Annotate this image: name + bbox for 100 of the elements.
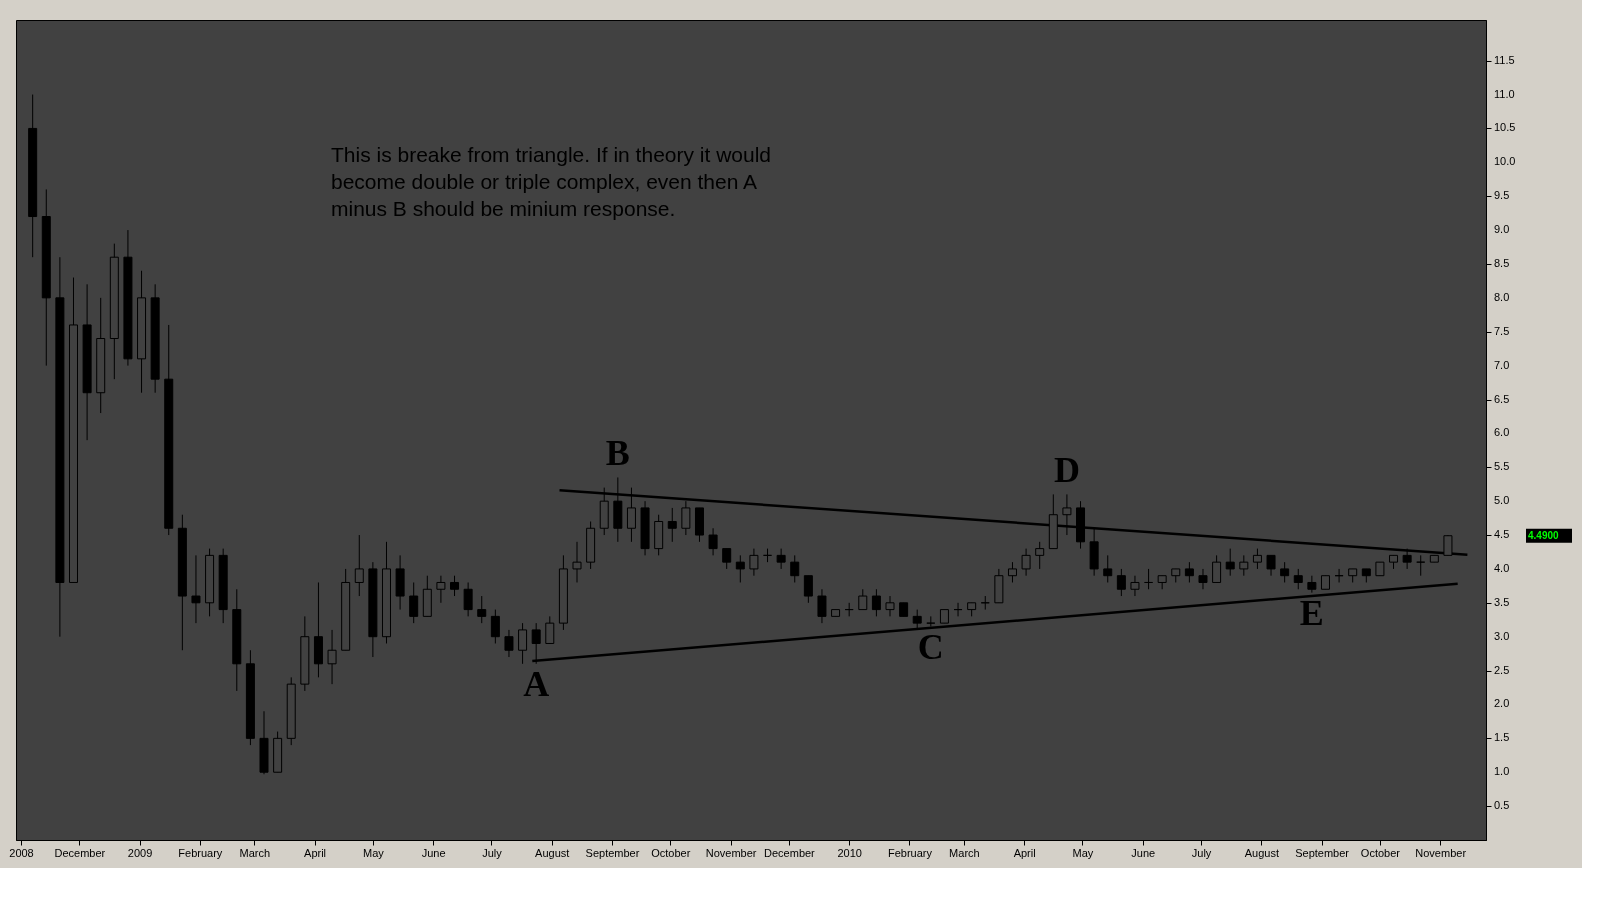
candlestick [1225,548,1235,577]
x-tick-label: July [1191,846,1212,859]
y-tick-label: 1.5 [1494,731,1510,744]
candlestick [1062,493,1072,536]
annotation: B [605,433,630,474]
candlestick [545,615,555,644]
candlestick [354,534,364,597]
y-tick-label: 10.5 [1494,121,1516,134]
annotation: This is breake from triangle. If in theory it would become double or triple complex, even then A minus B should be minium response. [331,143,772,220]
candlestick [1266,554,1276,577]
y-tick-label: 5.5 [1494,460,1510,473]
candlestick [1307,575,1317,594]
annotation: E [1299,592,1324,633]
candlestick [1103,554,1113,583]
y-tick-label: 9.5 [1494,189,1510,202]
candlestick [1130,575,1140,597]
y-tick-label: 3.0 [1494,629,1510,642]
x-tick-label: February [178,846,223,859]
x-tick-label: October [1360,846,1401,859]
candlestick [191,554,201,624]
x-tick-label: May [362,846,385,859]
candlestick [1252,548,1262,570]
x-tick-label: March [239,846,271,859]
candlestick [1007,561,1017,583]
candlestick [790,554,800,583]
x-tick-label: September [585,846,640,859]
candlestick [926,615,936,628]
candlestick [1184,561,1194,583]
y-tick-label: 8.5 [1494,256,1510,269]
x-tick-label: February [887,846,933,859]
candlestick [409,581,419,624]
candlestick [327,629,337,685]
candlestick [1116,568,1126,597]
candlestick [436,575,446,604]
candlestick [667,507,677,543]
candlestick [1198,568,1208,590]
candlestick [1035,541,1045,570]
x-tick-label: October [651,846,691,859]
candlestick [518,622,528,665]
candlestick [1280,561,1290,583]
candlestick [450,575,460,597]
y-tick-label: 0.5 [1494,799,1510,812]
y-tick-label: 11.5 [1494,53,1515,66]
x-tick-label: December [764,846,816,859]
y-tick-label: 7.0 [1494,358,1510,371]
candlestick [1212,554,1222,583]
candlestick [1293,568,1303,590]
candlestick [817,588,827,624]
annotation: C [917,626,944,667]
candlestick [858,588,868,611]
candlestick [572,541,582,583]
candlestick [912,609,922,631]
x-tick-label: May [1072,846,1094,859]
x-tick-label: August [535,846,570,859]
y-tick-label: 6.5 [1494,392,1510,405]
x-tick-label: December [54,846,106,859]
candlestick [490,609,500,644]
candlestick [504,629,514,658]
x-tick-label: 2010 [837,846,862,859]
y-tick-label: 2.0 [1494,697,1510,710]
y-tick-label: 2.5 [1494,663,1510,676]
y-tick-label: 1.0 [1494,765,1510,778]
candlestick [803,575,813,604]
x-tick-label: 2009 [127,846,153,859]
y-tick-label: 11.0 [1494,87,1515,100]
x-tick-label: September [1295,846,1350,859]
x-tick-label: June [1131,846,1156,859]
x-tick-label: June [421,846,446,859]
y-tick-label: 7.5 [1494,324,1510,337]
y-tick-label: 4.0 [1494,561,1510,574]
annotation: D [1053,450,1080,491]
x-tick-label: November [705,846,757,859]
candlestick [722,548,732,570]
annotation: A [523,663,550,704]
candlestick [776,548,786,570]
text: 4.4900 [1528,529,1560,541]
x-tick-label: April [304,846,327,859]
x-tick-label: August [1244,846,1279,859]
candlestick [1021,548,1031,577]
candlestick [1416,554,1426,577]
candlestick [463,581,473,617]
candlestick [708,527,718,556]
y-tick-label: 5.0 [1494,494,1510,507]
y-tick-label: 6.0 [1494,426,1510,439]
candlestick [477,595,487,624]
y-tick-label: 8.0 [1494,290,1510,303]
candlestick [1239,554,1249,577]
x-tick-label: July [482,846,503,859]
y-tick-label: 10.0 [1494,155,1516,168]
x-tick-label: April [1013,846,1036,859]
y-tick-label: 9.0 [1494,223,1510,236]
candlestick [735,554,745,583]
y-tick-label: 3.5 [1494,595,1510,608]
x-tick-label: November [1415,846,1467,859]
candlestick [749,548,759,577]
candlestick [871,588,881,617]
candlestick [885,595,895,617]
y-tick-label: 4.5 [1494,528,1510,541]
x-tick-label: March [949,846,980,859]
x-tick-label: 2008 [9,846,34,859]
